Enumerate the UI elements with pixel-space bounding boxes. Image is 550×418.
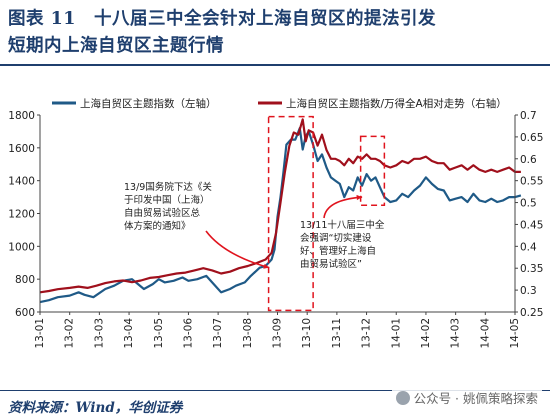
x-tick-label: 13-06	[182, 318, 194, 349]
left-tick-label: 600	[15, 307, 35, 319]
x-tick-label: 13-01	[34, 318, 46, 349]
annotation-arrow	[323, 196, 363, 219]
legend-label-relative: 上海自贸区主题指数/万得全A相对走势（右轴）	[286, 97, 507, 110]
watermark-text: 公众号 · 姚佩策略探索	[413, 391, 538, 406]
annotation-line: 好、管理好上海自	[300, 245, 376, 257]
source-note: 资料来源：Wind，华创证券	[8, 400, 183, 416]
annotation-arrowhead	[263, 263, 270, 269]
right-tick-label: 0.5	[520, 198, 537, 210]
title-divider	[0, 64, 550, 66]
series-line-index	[39, 127, 522, 304]
annotation-arrow	[205, 230, 270, 269]
left-tick-label: 1000	[8, 241, 35, 253]
x-tick-label: 14-03	[450, 318, 462, 349]
left-tick-label: 1400	[8, 176, 35, 188]
x-tick-label: 14-04	[479, 318, 491, 349]
right-tick-label: 0.25	[520, 307, 543, 319]
annotation-line: 会强调“切实建设	[300, 232, 372, 244]
right-tick-label: 0.4	[520, 241, 537, 253]
chart-title: 图表 11 十八届三中全会针对上海自贸区的提法引发 短期内上海自贸区主题行情	[8, 6, 544, 60]
highlight-box	[267, 115, 314, 312]
right-tick-label: 0.55	[520, 176, 543, 188]
annotation-line: 体方案的通知》	[124, 220, 191, 232]
x-tick-label: 13-04	[123, 318, 135, 349]
wechat-icon	[395, 390, 410, 405]
chart: 600 800 1000 1200 1400 1600 1800 0.25 0.3 0.35 0.4…	[8, 97, 543, 349]
annotation-line: 自由贸易试验区总	[124, 207, 201, 219]
left-tick-label: 1600	[8, 143, 35, 155]
footer-divider	[0, 390, 550, 391]
x-tick-label: 13-09	[272, 318, 284, 349]
x-tick-label: 14-02	[420, 318, 432, 349]
x-tick-label: 14-05	[509, 318, 521, 349]
left-tick-label: 800	[15, 274, 35, 286]
x-tick-label: 13-10	[301, 318, 313, 349]
right-tick-label: 0.35	[520, 263, 543, 275]
highlight-box	[359, 135, 386, 207]
x-tick-label: 13-03	[93, 318, 105, 349]
x-tick-label: 13-05	[153, 318, 165, 349]
annotation-line: 13/9国务院下达《关	[124, 181, 212, 193]
annotation-line: 13/11十八届三中全	[300, 219, 385, 231]
right-tick-label: 0.3	[520, 285, 537, 297]
right-tick-label: 0.45	[520, 219, 543, 231]
right-tick-label: 0.6	[520, 154, 537, 166]
title-line-1: 图表 11 十八届三中全会针对上海自贸区的提法引发	[8, 9, 436, 29]
annotation-line: 由贸易试验区”	[300, 258, 362, 270]
x-tick-label: 14-01	[390, 318, 402, 349]
x-tick-label: 13-02	[64, 318, 76, 349]
annotation-line: 于印发中国（上海）	[124, 194, 210, 206]
series-line-relative	[39, 118, 521, 294]
right-tick-label: 0.65	[520, 132, 543, 144]
legend-label-index: 上海自贸区主题指数（左轴）	[80, 97, 217, 110]
x-tick-label: 13-07	[212, 318, 224, 349]
x-tick-label: 13-11	[331, 318, 343, 349]
watermark: 公众号 · 姚佩策略探索	[391, 386, 542, 409]
title-line-2: 短期内上海自贸区主题行情	[8, 36, 224, 56]
x-tick-label: 13-12	[361, 318, 373, 349]
left-tick-label: 1800	[8, 110, 35, 122]
x-tick-label: 13-08	[242, 318, 254, 349]
right-tick-label: 0.7	[520, 110, 537, 122]
annotation-arrowhead	[356, 194, 363, 201]
left-tick-label: 1200	[8, 209, 35, 221]
